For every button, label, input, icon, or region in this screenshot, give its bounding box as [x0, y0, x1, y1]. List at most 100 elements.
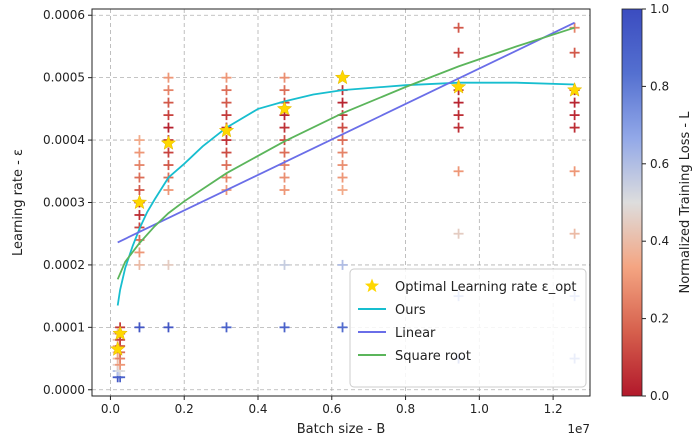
colorbar-bar — [621, 8, 643, 397]
colorbar-tick-label: 0.6 — [650, 157, 669, 171]
loss-marker — [337, 135, 348, 146]
y-tick-label: 0.0004 — [43, 133, 85, 147]
loss-marker — [163, 85, 174, 96]
loss-marker — [134, 209, 145, 220]
loss-marker — [453, 122, 464, 133]
loss-marker — [163, 322, 174, 333]
loss-marker — [337, 97, 348, 108]
loss-marker — [453, 166, 464, 177]
loss-marker — [337, 147, 348, 158]
loss-marker — [279, 72, 290, 83]
loss-marker — [163, 185, 174, 196]
loss-marker — [134, 322, 145, 333]
loss-marker — [337, 259, 348, 270]
loss-marker — [134, 135, 145, 146]
loss-marker — [221, 160, 232, 171]
series-line-square-root — [116, 26, 575, 280]
loss-marker — [279, 259, 290, 270]
x-axis-offset-label: 1e7 — [567, 422, 590, 436]
colorbar: 0.0 0.2 0.4 0.6 0.8 1.0 — [621, 2, 669, 403]
colorbar-tick-label: 1.0 — [650, 2, 669, 16]
optimal-star — [160, 134, 177, 150]
optimal-star — [450, 78, 467, 94]
loss-marker — [337, 172, 348, 183]
optimal-star — [218, 122, 235, 138]
loss-marker — [134, 247, 145, 258]
loss-marker — [134, 259, 145, 270]
axis-ticks: 0.0 0.2 0.4 0.6 0.8 1.0 1.2 0.0000 0.0001 0.0002 0… — [43, 8, 563, 416]
loss-marker — [569, 22, 580, 33]
loss-marker — [337, 122, 348, 133]
loss-marker — [569, 97, 580, 108]
colorbar-tick-label: 0.0 — [650, 389, 669, 403]
loss-marker — [163, 160, 174, 171]
loss-marker — [279, 172, 290, 183]
y-tick-label: 0.0002 — [43, 258, 85, 272]
loss-scatter — [112, 22, 580, 383]
loss-marker — [163, 147, 174, 158]
loss-marker — [221, 85, 232, 96]
y-tick-label: 0.0005 — [43, 71, 85, 85]
legend-label: Linear — [395, 326, 436, 341]
loss-marker — [337, 185, 348, 196]
series-line-linear — [117, 21, 575, 244]
x-tick-label: 0.2 — [175, 402, 194, 416]
loss-marker — [221, 147, 232, 158]
y-tick-label: 0.0001 — [43, 320, 85, 334]
loss-marker — [134, 172, 145, 183]
x-tick-label: 1.0 — [470, 402, 489, 416]
loss-marker — [279, 147, 290, 158]
loss-marker — [453, 47, 464, 58]
loss-marker — [134, 160, 145, 171]
x-tick-label: 0.8 — [396, 402, 415, 416]
optimal-star — [334, 69, 351, 85]
legend-box — [349, 268, 587, 388]
optimal-star — [131, 194, 148, 210]
x-axis-label: Batch size - B — [297, 422, 386, 437]
legend-star-icon — [364, 278, 380, 293]
colorbar-tick-label: 0.4 — [650, 234, 669, 248]
optimal-star — [276, 100, 293, 116]
optimal-star — [112, 325, 128, 341]
loss-marker — [569, 166, 580, 177]
loss-marker — [221, 322, 232, 333]
legend-label: Ours — [395, 303, 426, 318]
loss-marker — [279, 322, 290, 333]
colorbar-label: Normalized Training Loss - L — [678, 111, 693, 294]
legend-label: Square root — [395, 349, 471, 364]
colorbar-tick-label: 0.2 — [650, 312, 669, 326]
loss-marker — [337, 322, 348, 333]
optimal-stars — [109, 69, 583, 356]
loss-marker — [453, 22, 464, 33]
y-tick-label: 0.0000 — [43, 383, 85, 397]
loss-marker — [163, 259, 174, 270]
legend-label: Optimal Learning rate ε_opt — [395, 280, 577, 295]
loss-marker — [163, 72, 174, 83]
optimal-star — [109, 341, 126, 356]
loss-marker — [221, 72, 232, 83]
colorbar-tick-label: 0.8 — [650, 79, 669, 93]
loss-marker — [453, 228, 464, 239]
y-tick-label: 0.0003 — [43, 196, 85, 210]
loss-marker — [221, 97, 232, 108]
optimal-star — [566, 81, 583, 97]
x-tick-label: 1.2 — [544, 402, 563, 416]
loss-marker — [569, 228, 580, 239]
loss-marker — [163, 122, 174, 133]
x-tick-label: 0.6 — [322, 402, 341, 416]
loss-marker — [453, 110, 464, 121]
x-tick-label: 0.0 — [101, 402, 120, 416]
legend: Optimal Learning rate ε_opt Ours Linear Squ… — [349, 268, 587, 388]
x-tick-label: 0.4 — [248, 402, 267, 416]
loss-marker — [569, 110, 580, 121]
loss-marker — [279, 85, 290, 96]
loss-marker — [279, 122, 290, 133]
fit-lines — [116, 21, 575, 306]
loss-marker — [163, 110, 174, 121]
loss-marker — [134, 185, 145, 196]
loss-marker — [221, 110, 232, 121]
loss-marker — [221, 135, 232, 146]
series-line-ours — [116, 81, 575, 306]
loss-marker — [163, 97, 174, 108]
